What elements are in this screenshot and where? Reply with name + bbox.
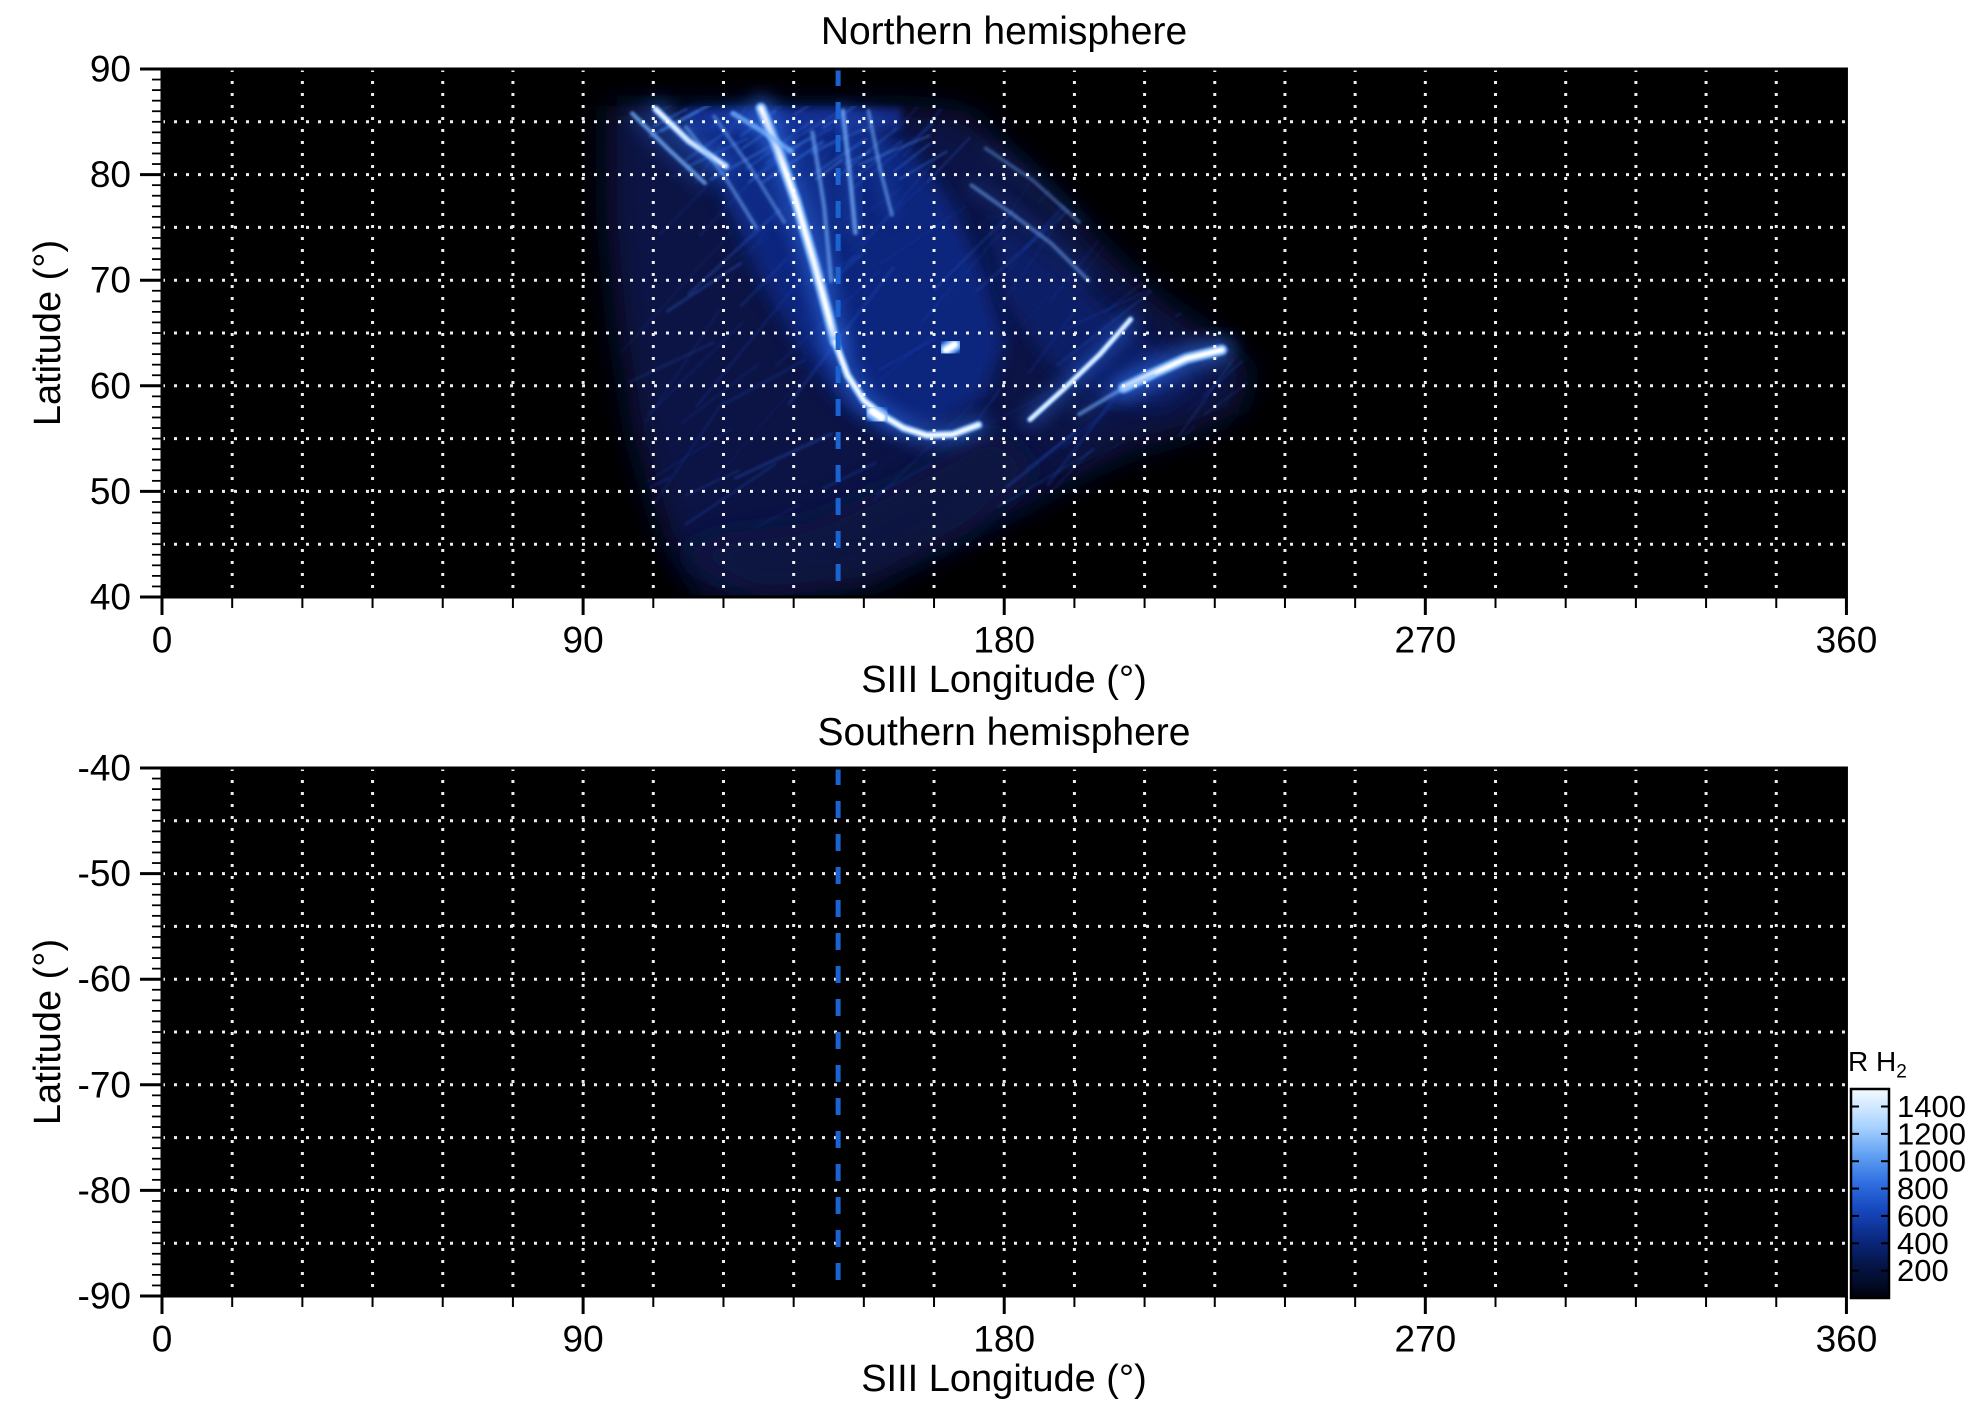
north-xaxis-label: SIII Longitude (°) <box>861 659 1147 701</box>
colorbar-title-sub: 2 <box>1896 1061 1907 1083</box>
south-xaxis-label: SIII Longitude (°) <box>861 1358 1147 1400</box>
north-x-ticks <box>160 597 1848 615</box>
south-x-tick-label: 270 <box>1394 1319 1456 1360</box>
colorbar-tick-label: 1200 <box>1897 1116 1966 1151</box>
south-y-tick-label: -80 <box>78 1170 131 1211</box>
colorbar-tick-label: 400 <box>1897 1226 1949 1261</box>
colorbar-title-main: kR H <box>1834 1046 1897 1077</box>
south-y-tick-label: -40 <box>78 748 131 789</box>
north-x-tick-label: 180 <box>973 620 1035 661</box>
north-panel-title: Northern hemisphere <box>820 10 1188 53</box>
north-gridlines <box>162 69 1847 597</box>
top-band-streak <box>730 110 794 154</box>
polar-streak-1 <box>840 108 858 236</box>
right-arc-faint <box>1077 373 1156 417</box>
south-gridlines <box>162 768 1847 1296</box>
panel-north: 0 90 180 270 360 90 80 70 60 50 40 <box>90 49 1878 661</box>
panel-south: 0 90 180 270 360 -40 -50 -60 -70 -80 -90 <box>78 748 1878 1360</box>
south-y-ticks <box>140 766 162 1298</box>
left-fan-streak-1 <box>684 125 759 230</box>
north-y-tick-label: 60 <box>90 365 131 406</box>
right-arc-inner <box>1028 317 1132 421</box>
south-panel-title: Southern hemisphere <box>817 711 1191 754</box>
polar-streak-2 <box>866 109 894 217</box>
north-x-tick-label: 270 <box>1394 620 1456 661</box>
south-x-tick-label: 90 <box>563 1319 604 1360</box>
center-vertical-streak <box>810 130 834 283</box>
diffuse-emission-right-lobe <box>985 216 1201 407</box>
north-y-tick-label: 80 <box>90 154 131 195</box>
south-y-tick-label: -50 <box>78 853 131 894</box>
south-x-tick-label: 0 <box>152 1319 173 1360</box>
south-x-tick-label: 180 <box>973 1319 1035 1360</box>
colorbar-title: kR H2 <box>1834 1046 1907 1089</box>
colorbar-tick-label: 600 <box>1897 1198 1949 1233</box>
north-y-tick-label: 90 <box>90 49 131 90</box>
colorbar-tick-label: 200 <box>1897 1253 1949 1288</box>
north-y-tick-label: 40 <box>90 577 131 618</box>
north-y-tick-label: 50 <box>90 471 131 512</box>
south-y-tick-label: -70 <box>78 1064 131 1105</box>
south-y-tick-label: -60 <box>78 959 131 1000</box>
diffuse-emission-lower <box>667 428 1042 597</box>
north-yaxis-label: Latitude (°) <box>27 239 69 427</box>
north-x-tick-label: 0 <box>152 620 173 661</box>
south-yaxis-label: Latitude (°) <box>27 938 69 1126</box>
colorbar-tick-label: 1000 <box>1897 1144 1966 1179</box>
colorbar-gradient <box>1849 1087 1891 1300</box>
oval-bright-blob <box>868 407 886 422</box>
north-y-ticks <box>140 67 162 599</box>
south-y-tick-label: -90 <box>78 1276 131 1317</box>
left-fan-streak-2 <box>712 114 787 225</box>
south-x-ticks <box>160 1296 1848 1314</box>
colorbar-tick-label: 800 <box>1897 1171 1949 1206</box>
north-x-tick-label: 360 <box>1816 620 1878 661</box>
colorbar-tick-label: 1400 <box>1897 1089 1966 1124</box>
north-y-tick-label: 70 <box>90 260 131 301</box>
left-streak-faint <box>630 111 707 186</box>
north-x-tick-label: 90 <box>563 620 604 661</box>
polar-faint-arc-2 <box>983 146 1081 224</box>
polar-faint-arc-1 <box>969 183 1091 283</box>
emission-spot <box>942 341 959 354</box>
south-x-tick-label: 360 <box>1816 1319 1878 1360</box>
